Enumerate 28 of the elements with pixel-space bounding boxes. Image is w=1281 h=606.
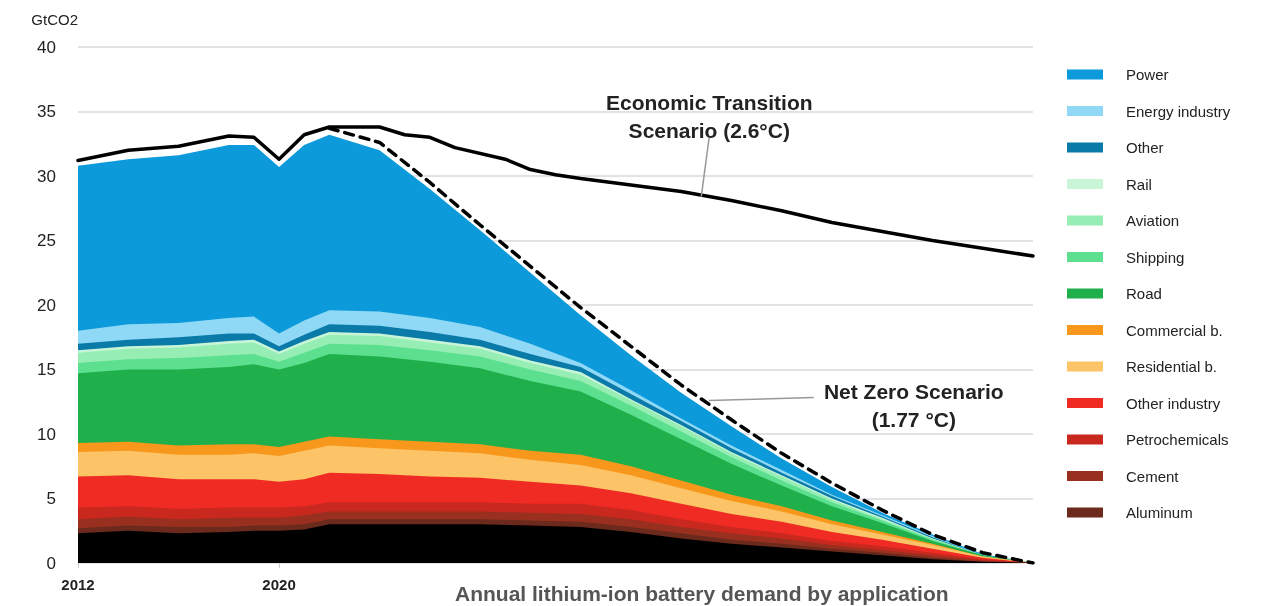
y-tick-label: 25 <box>37 231 56 250</box>
y-tick-label: 30 <box>37 166 56 186</box>
legend-label: Commercial b. <box>1126 321 1223 339</box>
legend-label: Power <box>1126 66 1169 83</box>
text: Annual lithium-ion battery demand by application <box>455 582 949 605</box>
x-tick-label: 2012 <box>61 576 95 593</box>
annotation: Net Zero Scenario (1.77 °C) <box>823 379 1004 431</box>
legend-label: Energy industry <box>1126 102 1231 120</box>
y-tick-label: 35 <box>37 102 56 121</box>
x-tick-label: 2020 <box>262 576 296 593</box>
y-tick-label: 40 <box>37 37 56 57</box>
y-tick-label: 10 <box>37 424 56 444</box>
y-tick-label: 5 <box>46 489 56 508</box>
y-tick-label: 0 <box>46 553 56 573</box>
legend-label: Rail <box>1126 175 1152 193</box>
legend-label: Road <box>1126 285 1162 302</box>
legend-label: Residential b. <box>1126 358 1217 375</box>
legend-label: Shipping <box>1126 248 1185 266</box>
annotation: Economic Transition Scenario (2.6°C) <box>605 91 813 143</box>
legend-label: Aviation <box>1126 212 1180 229</box>
legend-label: Aluminum <box>1126 504 1193 521</box>
legend-label: Other <box>1126 139 1164 156</box>
legend-label: Cement <box>1126 467 1180 485</box>
y-tick-label: 15 <box>37 360 56 379</box>
legend-label: Petrochemicals <box>1126 431 1229 448</box>
y-axis-title: GtCO2 <box>31 11 78 28</box>
legend-label: Other industry <box>1126 394 1221 412</box>
y-tick-label: 20 <box>37 295 56 315</box>
